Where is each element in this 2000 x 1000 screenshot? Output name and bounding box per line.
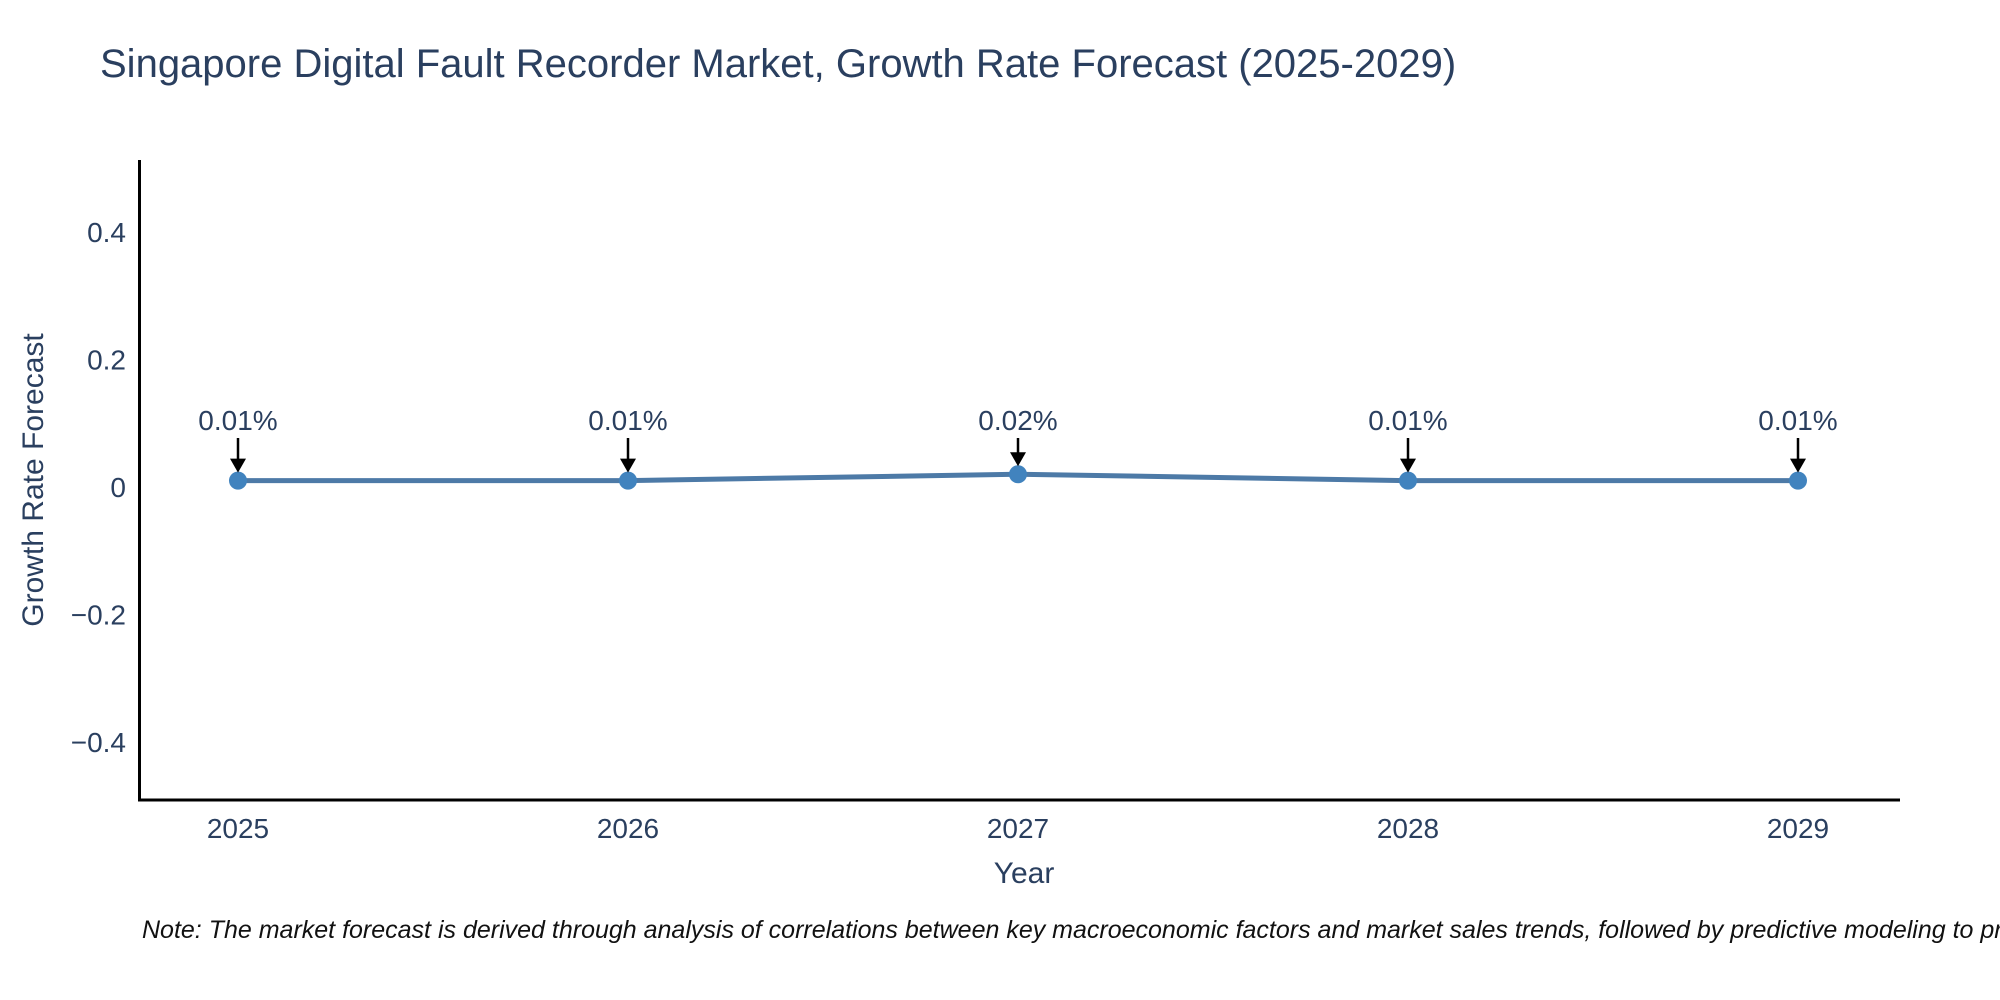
annotation-arrowhead — [620, 458, 636, 473]
point-annotation-label: 0.01% — [1368, 405, 1447, 436]
annotation-arrowhead — [1400, 458, 1416, 473]
x-tick-label: 2026 — [597, 813, 659, 844]
data-point-marker — [1789, 471, 1807, 490]
annotation-arrowhead — [230, 458, 246, 473]
data-point-marker — [1399, 471, 1417, 490]
chart-title: Singapore Digital Fault Recorder Market,… — [100, 42, 1457, 86]
data-point-marker — [619, 471, 637, 490]
data-point-marker — [1009, 465, 1027, 484]
y-tick-label: 0.2 — [87, 345, 126, 376]
point-annotation-label: 0.01% — [1758, 405, 1837, 436]
point-annotation-label: 0.02% — [978, 405, 1057, 436]
x-tick-label: 2028 — [1377, 813, 1439, 844]
annotation-arrowhead — [1010, 452, 1026, 467]
y-tick-label: 0.4 — [87, 217, 126, 248]
y-tick-label: −0.4 — [71, 727, 126, 758]
x-axis-title: Year — [993, 857, 1055, 890]
data-point-marker — [229, 471, 247, 490]
point-annotation-label: 0.01% — [198, 405, 277, 436]
annotation-arrowhead — [1790, 458, 1806, 473]
footnote: Note: The market forecast is derived thr… — [142, 916, 2000, 944]
y-axis-title: Growth Rate Forecast — [17, 333, 50, 627]
y-tick-label: −0.2 — [71, 600, 126, 631]
point-annotation-label: 0.01% — [588, 405, 667, 436]
x-tick-label: 2029 — [1767, 813, 1829, 844]
y-tick-label: 0 — [110, 472, 126, 503]
x-tick-label: 2027 — [987, 813, 1049, 844]
x-tick-label: 2025 — [207, 813, 269, 844]
